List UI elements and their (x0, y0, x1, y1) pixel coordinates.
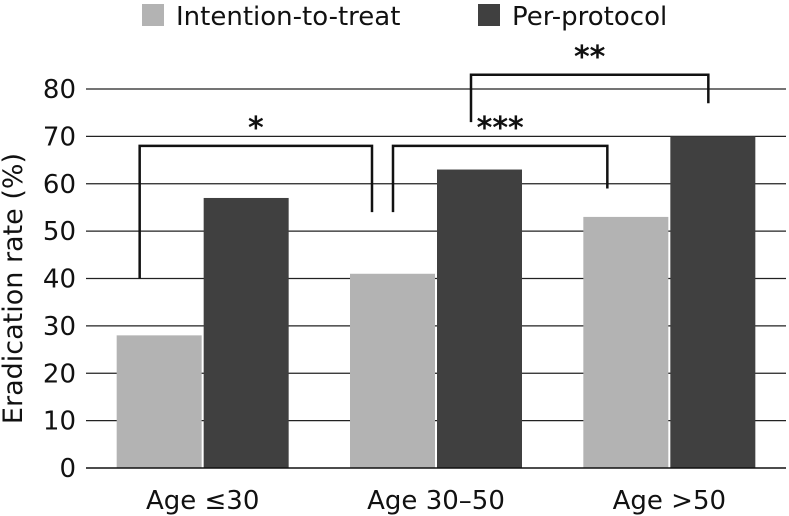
legend-swatch-0 (142, 4, 164, 26)
significance-bracket-0 (138, 144, 374, 279)
significance-label-1: *** (477, 111, 524, 146)
bar-per-protocol-2 (670, 136, 756, 468)
significance-label-2: ** (574, 40, 606, 75)
category-label-2: Age >50 (613, 486, 726, 516)
significance-bracket-2 (469, 73, 710, 123)
category-label-1: Age 30–50 (367, 486, 505, 516)
bar-intention-to-treat-0 (116, 335, 202, 468)
bar-per-protocol-0 (203, 197, 289, 468)
y-tick-label-40: 40 (43, 265, 76, 295)
significance-bracket-1 (391, 144, 609, 213)
y-tick-labels: 0 10 20 30 40 50 60 70 80 (43, 75, 76, 484)
legend: Intention-to-treat Per-protocol (142, 2, 667, 32)
bar-intention-to-treat-1 (350, 273, 435, 468)
y-tick-label-20: 20 (43, 359, 76, 389)
y-tick-label-30: 30 (43, 312, 76, 342)
y-tick-label-50: 50 (43, 217, 76, 247)
y-tick-label-10: 10 (43, 407, 76, 437)
bar-intention-to-treat-2 (583, 216, 669, 468)
gridlines (86, 88, 786, 422)
bars (116, 136, 756, 468)
y-tick-label-70: 70 (43, 122, 76, 152)
significance-label-0: * (248, 111, 264, 146)
y-tick-label-80: 80 (43, 75, 76, 105)
legend-label-1: Per-protocol (512, 2, 667, 32)
y-axis-label: Eradication rate (%) (0, 153, 29, 424)
y-tick-label-60: 60 (43, 170, 76, 200)
y-tick-label-0: 0 (59, 454, 76, 484)
category-label-0: Age ≤30 (146, 486, 259, 516)
significance-annotations: * ***** (138, 40, 710, 279)
legend-swatch-1 (478, 4, 500, 26)
bar-per-protocol-1 (437, 169, 522, 468)
category-labels: Age ≤30 Age 30–50 Age >50 (146, 486, 726, 516)
legend-label-0: Intention-to-treat (176, 2, 400, 32)
